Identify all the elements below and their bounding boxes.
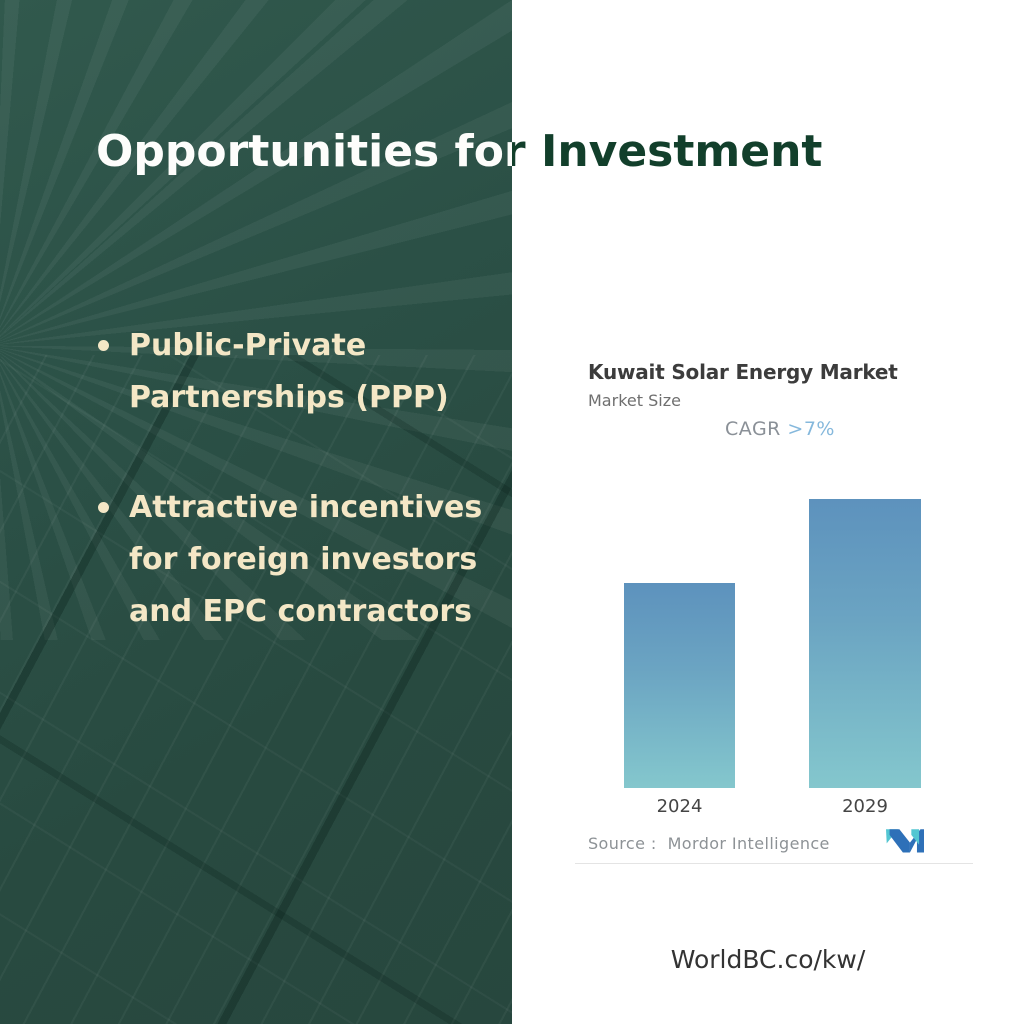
cagr-annotation: CAGR >7% bbox=[588, 418, 972, 440]
divider bbox=[575, 863, 973, 864]
solar-panel-grid-decoration bbox=[0, 355, 512, 1024]
x-axis-label-2029: 2029 bbox=[842, 796, 888, 817]
chart-title: Kuwait Solar Energy Market bbox=[588, 360, 898, 384]
bar-2024 bbox=[624, 583, 735, 788]
bullet-text-incentives: Attractive incentives for foreign invest… bbox=[129, 490, 483, 629]
cagr-value: >7% bbox=[787, 418, 835, 440]
bullet-list: Public-Private Partnerships (PPP) Attrac… bbox=[98, 320, 498, 696]
market-size-chart: Kuwait Solar Energy Market Market Size C… bbox=[575, 360, 973, 865]
footer-url-link[interactable]: WorldBC.co/kw/ bbox=[670, 945, 866, 974]
page-title: Opportunities for Investment Opportuniti… bbox=[96, 126, 886, 186]
mordor-intelligence-logo-icon bbox=[886, 829, 924, 853]
cagr-label: CAGR bbox=[725, 418, 781, 440]
page-title-left-half: Opportunities for Investment bbox=[96, 126, 823, 177]
sun-rays-decoration bbox=[0, 0, 512, 640]
page-title-right-half: Opportunities for Investment bbox=[96, 126, 823, 177]
chart-subtitle: Market Size bbox=[588, 391, 681, 410]
list-item: Public-Private Partnerships (PPP) bbox=[98, 320, 498, 424]
solar-panel-background bbox=[0, 0, 512, 1024]
list-item: Attractive incentives for foreign invest… bbox=[98, 482, 498, 638]
chart-source: Source : Mordor Intelligence bbox=[588, 834, 830, 853]
bullet-dot-icon bbox=[98, 340, 109, 351]
bar-plot-area bbox=[588, 499, 972, 788]
bullet-text-ppp: Public-Private Partnerships (PPP) bbox=[129, 328, 449, 415]
bar-2029 bbox=[809, 499, 921, 788]
x-axis-label-2024: 2024 bbox=[656, 796, 703, 817]
bullet-dot-icon bbox=[98, 502, 109, 513]
